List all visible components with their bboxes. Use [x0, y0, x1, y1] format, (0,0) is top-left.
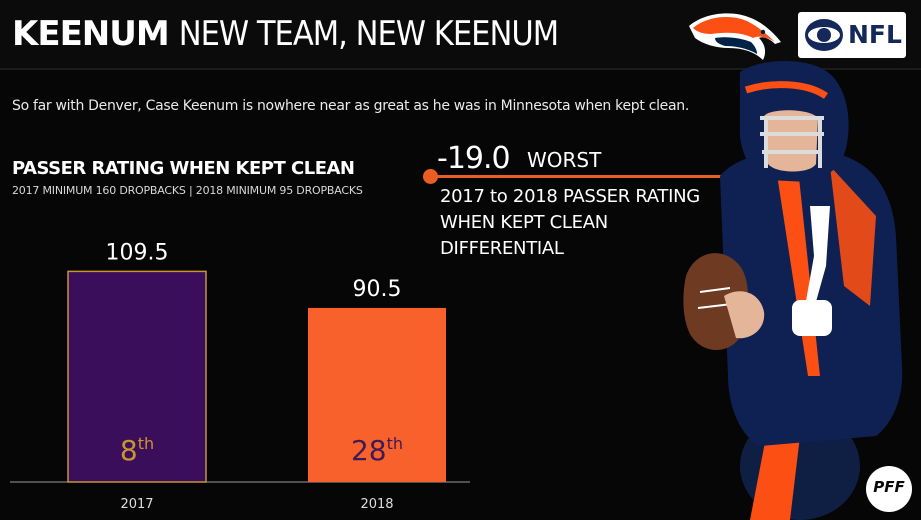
- callout-description-line2: WHEN KEPT CLEAN DIFFERENTIAL: [440, 212, 608, 259]
- nfl-label: NFL: [848, 20, 902, 49]
- header-bar: KEENUM NEW TEAM, NEW KEENUM NFL: [0, 0, 921, 70]
- page-title: KEENUM NEW TEAM, NEW KEENUM: [12, 14, 559, 54]
- bar-2017: [67, 270, 207, 483]
- callout-line: [432, 175, 762, 178]
- pff-label: PFF: [873, 478, 905, 496]
- chart-subtitle: 2017 MINIMUM 160 DROPBACKS | 2018 MINIMU…: [12, 184, 363, 197]
- value-label-2018: 90.5: [353, 277, 402, 302]
- intro-text: So far with Denver, Case Keenum is nowhe…: [12, 98, 689, 114]
- pff-logo: PFF: [866, 466, 912, 512]
- value-label-2017: 109.5: [106, 240, 169, 265]
- chart-title: PASSER RATING WHEN KEPT CLEAN: [12, 158, 355, 179]
- title-headline: NEW TEAM, NEW KEENUM: [178, 14, 559, 54]
- callout-dot: [423, 169, 438, 184]
- rank-label-2018: 28th: [351, 434, 403, 467]
- callout-description-line1: 2017 to 2018 PASSER RATING: [440, 186, 700, 207]
- callout-description: 2017 to 2018 PASSER RATING WHEN KEPT CLE…: [440, 184, 730, 262]
- bar-chart: 109.5 8th 2017 90.5 28th 2018: [10, 240, 470, 512]
- tick-label-2018: 2018: [360, 497, 393, 512]
- title-player-name: KEENUM: [12, 14, 170, 54]
- player-photo: [683, 61, 903, 520]
- bar-2018: [308, 307, 446, 482]
- tick-label-2017: 2017: [120, 497, 153, 512]
- callout-value: -19.0: [437, 141, 511, 176]
- broncos-logo: [689, 13, 781, 61]
- callout-rank: WORST: [527, 148, 602, 172]
- rank-label-2017: 8th: [120, 434, 154, 467]
- cbs-nfl-badge: NFL: [798, 12, 906, 58]
- cbs-eye-icon: [805, 19, 843, 51]
